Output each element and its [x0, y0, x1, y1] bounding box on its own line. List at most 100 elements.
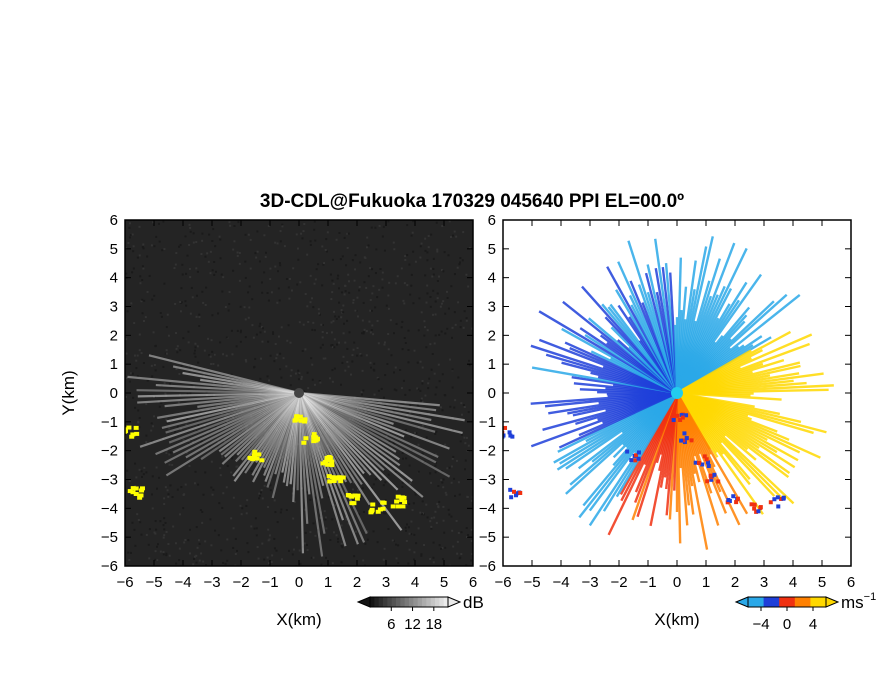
noise-pixel: [180, 486, 183, 489]
noise-pixel: [217, 534, 220, 537]
noise-pixel: [407, 562, 410, 565]
noise-pixel: [388, 440, 391, 443]
colorbar-unit-exponent: −1: [864, 591, 877, 603]
noise-pixel: [363, 404, 366, 407]
noise-pixel: [125, 338, 128, 341]
noise-pixel: [255, 471, 258, 474]
noise-pixel: [127, 241, 130, 244]
y-tick-label: 0: [110, 385, 118, 402]
noise-pixel: [163, 534, 166, 537]
noise-pixel: [452, 234, 455, 237]
noise-pixel: [141, 265, 144, 268]
noise-pixel: [268, 534, 271, 537]
y-tick-label: 5: [488, 241, 496, 258]
colorbar-tick-label: 18: [425, 616, 442, 633]
noise-pixel: [138, 333, 141, 336]
noise-pixel: [318, 312, 321, 315]
noise-pixel: [456, 540, 459, 543]
noise-pixel: [346, 360, 349, 363]
noise-pixel: [340, 544, 343, 547]
y-tick-label: −5: [101, 529, 118, 546]
noise-pixel: [312, 306, 315, 309]
x-tick-label: −5: [145, 574, 162, 591]
noise-pixel: [146, 255, 149, 258]
noise-pixel: [420, 311, 423, 314]
noise-pixel: [356, 354, 359, 357]
noise-pixel: [146, 379, 149, 382]
noise-pixel: [459, 319, 462, 322]
noise-pixel: [313, 220, 316, 223]
noise-pixel: [140, 475, 143, 478]
noise-pixel: [405, 503, 408, 506]
velocity-x-label: X(km): [654, 610, 699, 629]
noise-pixel: [138, 225, 141, 228]
noise-pixel: [276, 301, 279, 304]
noise-pixel: [407, 329, 410, 332]
noise-pixel: [419, 256, 422, 259]
noise-pixel: [150, 244, 153, 247]
noise-pixel: [194, 346, 197, 349]
noise-pixel: [306, 305, 309, 308]
noise-pixel: [319, 346, 322, 349]
noise-pixel: [440, 479, 443, 482]
noise-pixel: [175, 332, 178, 335]
noise-pixel: [251, 298, 254, 301]
noise-pixel: [212, 488, 215, 491]
noise-pixel: [153, 415, 156, 418]
noise-pixel: [377, 342, 380, 345]
noise-pixel: [374, 471, 377, 474]
noise-pixel: [353, 279, 356, 282]
noise-pixel: [417, 470, 420, 473]
velocity-echo: [734, 500, 739, 505]
noise-pixel: [451, 326, 454, 329]
noise-pixel: [447, 307, 450, 310]
flagged-echo: [325, 462, 331, 467]
noise-pixel: [429, 557, 432, 560]
colorbar-segment: [422, 597, 427, 607]
velocity-echo: [712, 472, 717, 477]
noise-pixel: [436, 292, 439, 295]
colorbar-segment: [400, 597, 406, 607]
noise-pixel: [382, 512, 385, 515]
x-tick-label: −4: [552, 574, 569, 591]
noise-pixel: [407, 348, 410, 351]
flagged-echo: [327, 479, 333, 484]
colorbar-segment: [802, 597, 811, 607]
noise-pixel: [362, 389, 365, 392]
noise-pixel: [382, 225, 385, 228]
noise-pixel: [176, 345, 179, 348]
noise-pixel: [427, 246, 430, 249]
flagged-echo: [338, 479, 344, 484]
noise-pixel: [223, 439, 226, 442]
colorbar-segment: [771, 597, 780, 607]
noise-pixel: [312, 522, 315, 525]
y-tick-label: 4: [110, 270, 118, 287]
noise-pixel: [231, 353, 234, 356]
noise-pixel: [467, 411, 470, 414]
noise-pixel: [196, 546, 199, 549]
noise-pixel: [163, 497, 166, 500]
y-tick-label: −5: [479, 529, 496, 546]
noise-pixel: [444, 546, 447, 549]
noise-pixel: [417, 443, 420, 446]
noise-pixel: [444, 491, 447, 494]
noise-pixel: [346, 319, 349, 322]
noise-pixel: [338, 341, 341, 344]
noise-pixel: [374, 226, 377, 229]
noise-pixel: [376, 319, 379, 322]
noise-pixel: [133, 528, 136, 531]
noise-pixel: [464, 468, 467, 471]
noise-pixel: [430, 368, 433, 371]
noise-pixel: [186, 254, 189, 257]
velocity-echo: [779, 496, 784, 501]
noise-pixel: [244, 359, 247, 362]
noise-pixel: [258, 260, 261, 263]
noise-pixel: [452, 545, 455, 548]
noise-pixel: [219, 257, 222, 260]
noise-pixel: [344, 369, 347, 372]
velocity-echo: [700, 462, 705, 467]
noise-pixel: [463, 406, 466, 409]
noise-pixel: [419, 511, 422, 514]
flagged-echo: [313, 435, 319, 440]
noise-pixel: [400, 267, 403, 270]
